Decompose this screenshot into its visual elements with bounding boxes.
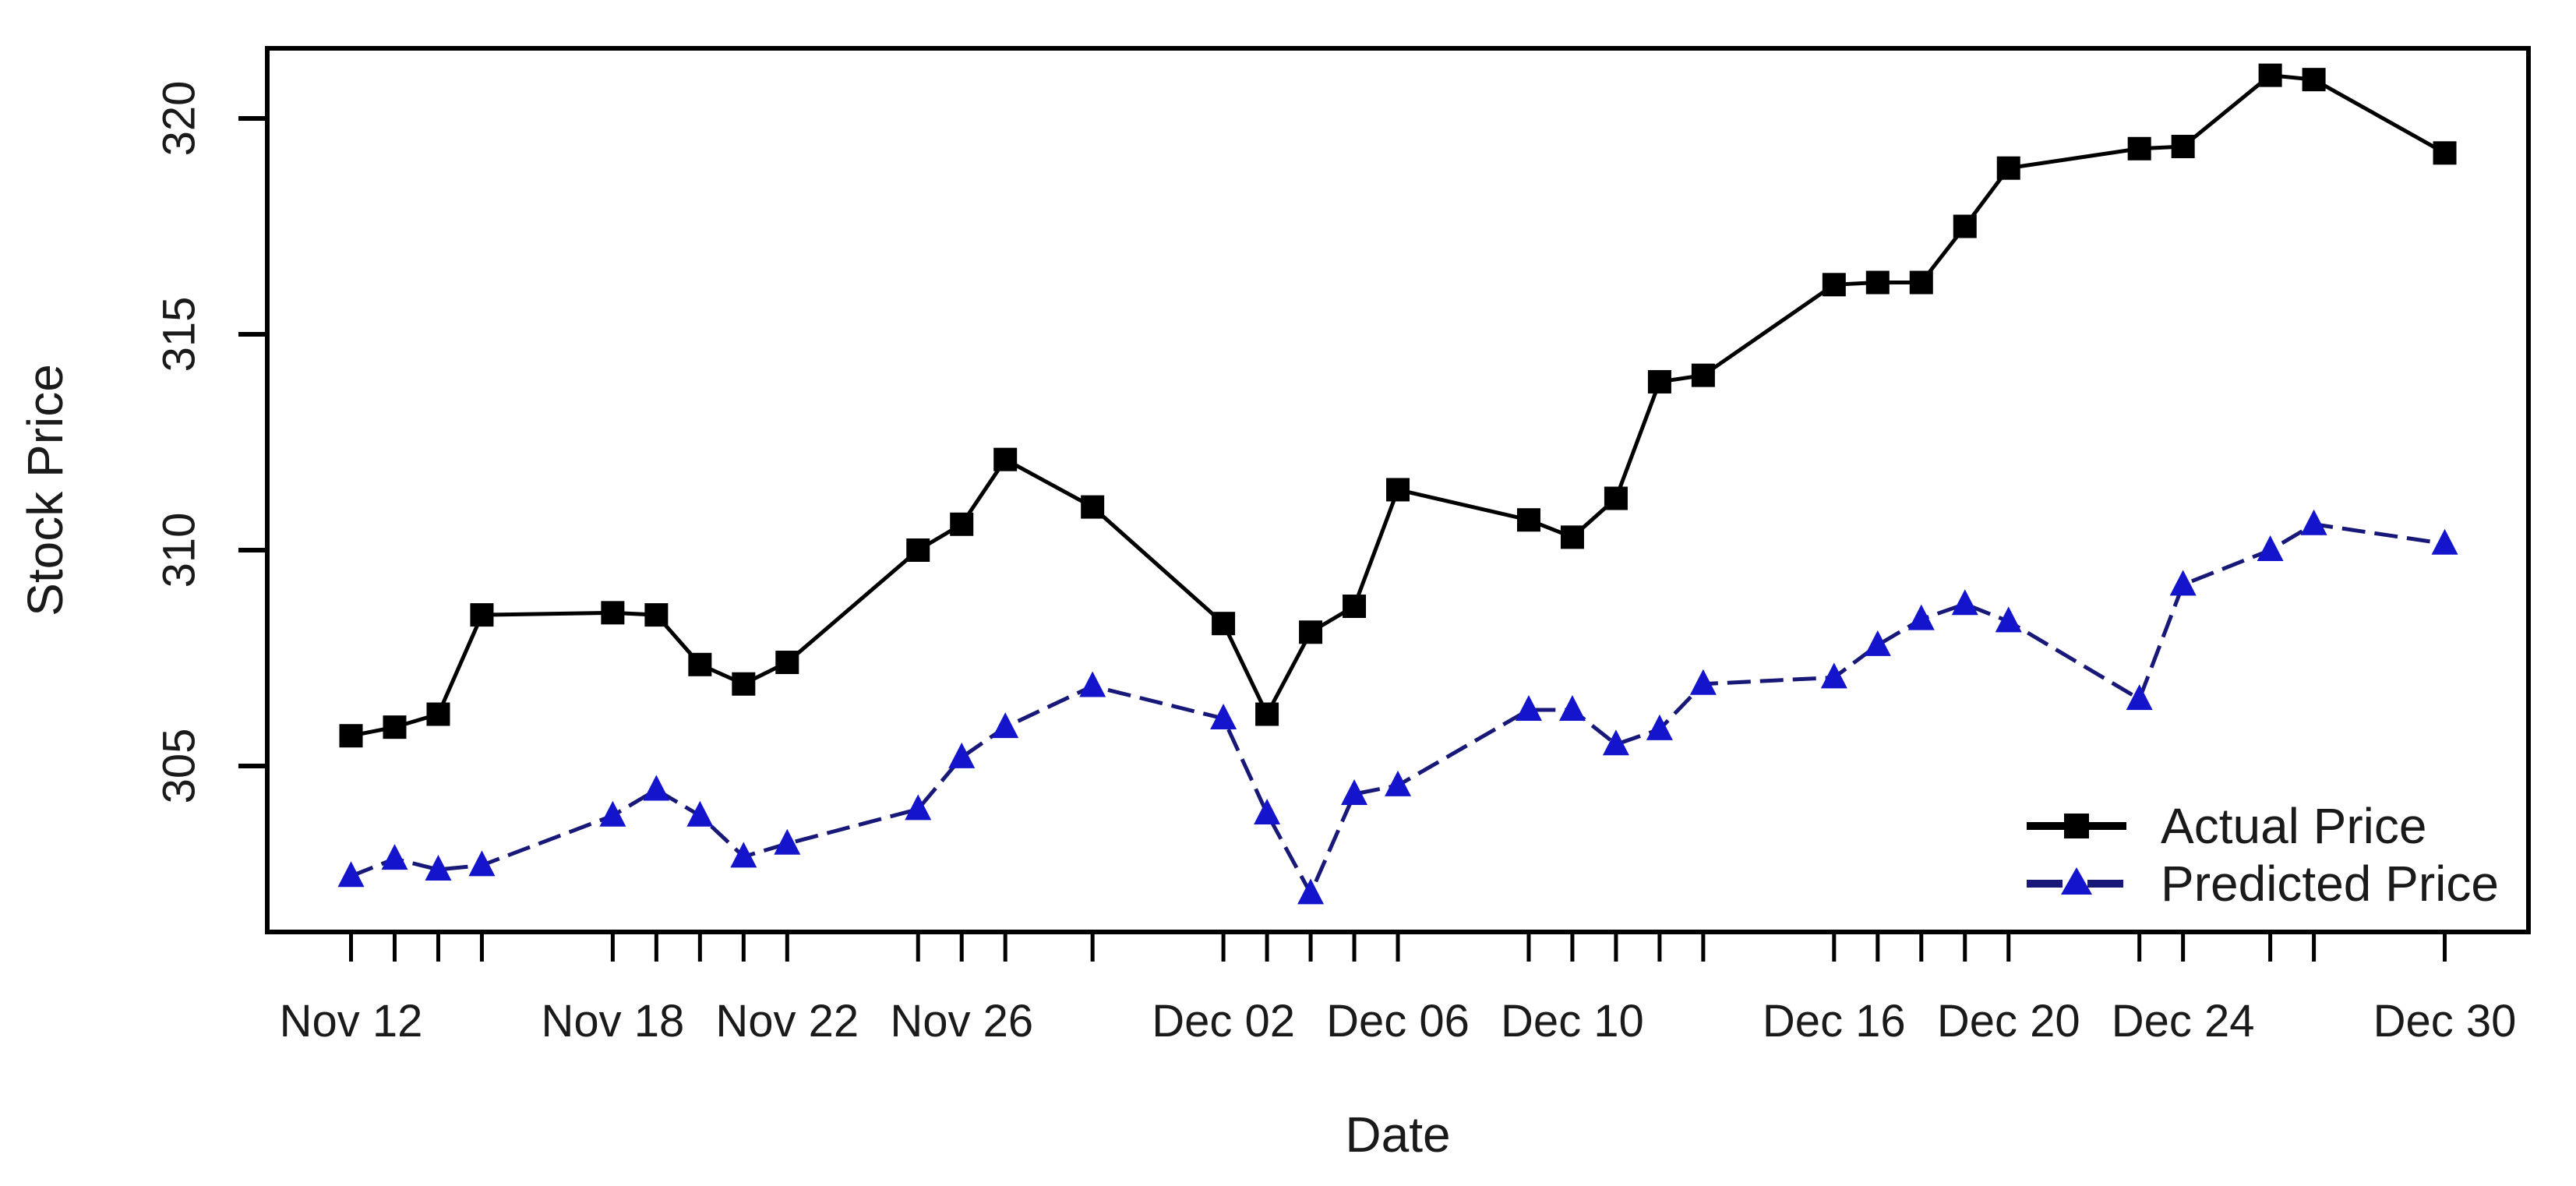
- predicted-price-marker: [1558, 694, 1586, 721]
- y-tick-label: 315: [154, 297, 205, 372]
- predicted-price-marker: [1995, 606, 2022, 633]
- x-axis-title: Date: [1345, 1107, 1450, 1163]
- actual-price-marker: [993, 447, 1018, 471]
- actual-price-marker: [2258, 63, 2282, 87]
- y-tick-label: 305: [154, 729, 205, 804]
- predicted-price-marker: [1254, 798, 1281, 824]
- actual-price-marker: [1647, 369, 1671, 394]
- actual-price-marker: [470, 603, 494, 627]
- x-tick-label: Nov 18: [541, 996, 684, 1047]
- actual-price-marker: [1560, 525, 1584, 549]
- predicted-price-marker: [992, 712, 1019, 739]
- x-tick-label: Nov 26: [890, 996, 1033, 1047]
- actual-price-marker: [1299, 620, 1323, 644]
- predicted-price-marker: [686, 800, 714, 827]
- predicted-price-marker: [1907, 604, 1935, 630]
- actual-price-marker: [1822, 273, 1846, 297]
- actual-price-marker: [1255, 702, 1279, 726]
- predicted-price-marker: [2169, 570, 2197, 596]
- actual-price-marker: [1081, 495, 1105, 519]
- x-tick-label: Dec 24: [2112, 996, 2255, 1047]
- predicted-price-marker: [1515, 694, 1542, 721]
- predicted-price-marker: [1951, 589, 1978, 616]
- y-axis-title: Stock Price: [17, 364, 73, 616]
- predicted-price-marker: [730, 842, 757, 868]
- legend-label-actual-price: Actual Price: [2161, 798, 2426, 854]
- actual-price-marker: [383, 715, 407, 739]
- predicted-price-line: [350, 522, 2445, 898]
- predicted-price-marker: [1297, 878, 1325, 905]
- predicted-price-marker: [1079, 671, 1106, 697]
- x-tick-label: Dec 02: [1152, 996, 1295, 1047]
- predicted-price-marker: [599, 800, 626, 827]
- legend-label-predicted-price: Predicted Price: [2161, 856, 2499, 912]
- actual-price-marker: [688, 652, 712, 676]
- actual-price-marker: [2171, 135, 2195, 159]
- predicted-price-marker: [1646, 714, 1673, 740]
- actual-price-marker: [1604, 486, 1628, 510]
- y-tick-label: 320: [154, 81, 205, 157]
- predicted-price-marker: [425, 854, 452, 881]
- predicted-price-marker: [905, 794, 932, 821]
- y-tick-label: 310: [154, 513, 205, 588]
- x-tick-label: Dec 10: [1501, 996, 1644, 1047]
- predicted-price-marker: [948, 742, 976, 768]
- x-tick-label: Nov 22: [715, 996, 859, 1047]
- predicted-price-marker: [1602, 729, 1629, 756]
- actual-price-marker: [1953, 214, 1977, 238]
- actual-price-marker: [775, 651, 799, 675]
- predicted-price-marker: [1820, 662, 1847, 689]
- legend: Actual Price Predicted Price: [2027, 798, 2499, 912]
- y-axis: 305 310 315 320: [154, 81, 267, 804]
- legend-square-marker-icon: [2064, 814, 2089, 838]
- actual-price-marker: [1691, 363, 1715, 387]
- actual-price-marker: [1212, 612, 1236, 636]
- actual-price-marker: [426, 702, 450, 726]
- predicted-price-marker: [643, 775, 670, 801]
- actual-price-marker: [644, 603, 669, 627]
- predicted-price-marker: [1341, 779, 1368, 806]
- actual-price-marker: [2302, 68, 2326, 92]
- actual-price-marker: [950, 512, 974, 536]
- x-tick-label: Dec 16: [1763, 996, 1906, 1047]
- predicted-price-marker: [1864, 630, 1891, 656]
- predicted-price-marker: [2300, 509, 2327, 535]
- predicted-price-marker: [2257, 535, 2284, 561]
- x-tick-label: Dec 06: [1326, 996, 1470, 1047]
- actual-price-marker: [906, 538, 930, 562]
- actual-price-marker: [339, 724, 363, 748]
- series-layer: [337, 63, 2458, 905]
- actual-price-marker: [601, 601, 625, 625]
- predicted-price-marker: [337, 861, 365, 888]
- predicted-price-marker: [774, 828, 801, 855]
- x-axis: Nov 12 Nov 18 Nov 22 Nov 26 Dec 02 Dec 06 Dec …: [280, 932, 2517, 1047]
- actual-price-marker: [2127, 136, 2151, 161]
- predicted-price-marker: [1385, 770, 1412, 796]
- actual-price-marker: [1909, 270, 1933, 295]
- x-tick-label: Dec 30: [2373, 996, 2517, 1047]
- actual-price-marker: [2433, 141, 2457, 165]
- x-tick-label: Dec 20: [1937, 996, 2080, 1047]
- actual-price-marker: [1996, 156, 2020, 180]
- predicted-price-marker: [2431, 528, 2458, 555]
- predicted-price-marker: [1210, 704, 1237, 730]
- predicted-price-marker: [1689, 669, 1717, 695]
- actual-price-marker: [1343, 595, 1367, 619]
- legend-triangle-marker-icon: [2061, 867, 2092, 895]
- predicted-price-marker: [468, 850, 496, 877]
- actual-price-marker: [732, 672, 756, 696]
- actual-price-marker: [1386, 478, 1410, 502]
- predicted-price-marker: [381, 844, 408, 870]
- predicted-price-marker: [2126, 684, 2153, 711]
- x-tick-label: Nov 12: [280, 996, 423, 1047]
- actual-price-marker: [1516, 508, 1540, 532]
- actual-price-marker: [1865, 270, 1890, 295]
